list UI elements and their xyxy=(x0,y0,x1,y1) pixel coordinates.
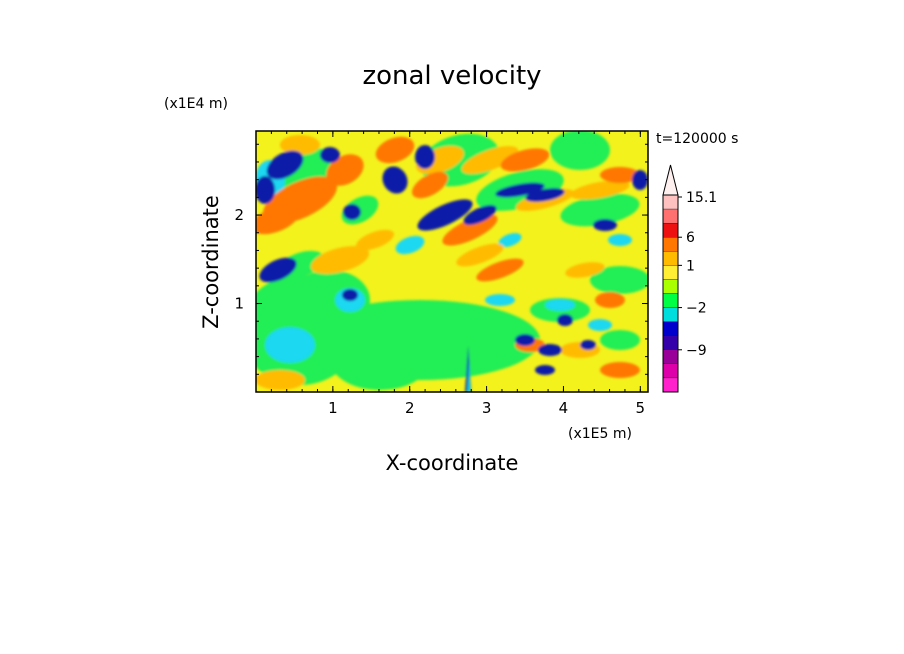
contour-region xyxy=(538,344,562,356)
contour-region xyxy=(632,170,648,190)
y-axis-label: Z-coordinate xyxy=(199,195,223,329)
colorbar-segment xyxy=(662,208,679,224)
contour-region xyxy=(580,340,596,350)
contour-region xyxy=(442,214,498,246)
colorbar-segment xyxy=(662,237,679,252)
colorbar-segment xyxy=(662,222,679,238)
contour-region xyxy=(330,330,430,390)
colorbar-segment xyxy=(662,293,679,308)
contour-region xyxy=(595,292,625,308)
y-tick-label: 1 xyxy=(234,295,244,313)
contour-region xyxy=(456,243,504,267)
x-tick-label: 5 xyxy=(636,399,646,417)
contour-region xyxy=(356,229,394,251)
contour-region xyxy=(375,136,415,164)
colorbar-segment xyxy=(662,251,679,266)
contour-region xyxy=(256,176,275,204)
contour-region xyxy=(545,299,575,311)
x-tick-label: 1 xyxy=(328,399,338,417)
contour-region xyxy=(415,145,435,169)
contour-region xyxy=(600,330,640,350)
colorbar-segment xyxy=(662,265,679,280)
contour-region xyxy=(256,205,299,235)
y-tick-label: 2 xyxy=(234,206,244,224)
contour-region xyxy=(565,262,605,278)
x-axis-label: X-coordinate xyxy=(386,451,519,475)
contour-region xyxy=(560,193,640,227)
contour-region xyxy=(382,166,408,194)
contour-region xyxy=(266,150,304,180)
contour-field xyxy=(256,131,648,392)
colorbar-label: −9 xyxy=(686,343,707,359)
contour-region xyxy=(600,362,640,378)
contour-region xyxy=(343,204,361,220)
contour-region xyxy=(256,370,305,390)
contour-region xyxy=(600,167,640,183)
colorbar-label: 1 xyxy=(686,258,695,274)
contour-region xyxy=(525,188,565,202)
contour-region xyxy=(550,131,610,170)
contour-region xyxy=(280,135,320,155)
time-label: t=120000 s xyxy=(656,131,738,147)
colorbar-segment xyxy=(662,321,679,336)
colorbar-label: 15.1 xyxy=(686,190,717,206)
contour-region xyxy=(461,146,519,174)
contour-region xyxy=(590,266,648,294)
contour-region xyxy=(265,327,315,363)
x-tick-label: 2 xyxy=(405,399,415,417)
colorbar-extension-arrow xyxy=(662,164,679,196)
contour-region xyxy=(498,233,522,247)
contour-region xyxy=(495,182,545,198)
contour-region xyxy=(593,219,617,231)
contour-region xyxy=(259,257,297,283)
contour-region xyxy=(557,314,573,326)
x-tick-label: 4 xyxy=(559,399,569,417)
plot-frame xyxy=(255,130,649,393)
contour-region xyxy=(467,360,471,392)
contour-region xyxy=(588,319,612,331)
contour-region xyxy=(342,289,358,301)
contour-region xyxy=(476,258,524,282)
colorbar-segment xyxy=(662,335,679,350)
colorbar-segment xyxy=(662,194,679,210)
colorbar-segment xyxy=(662,377,679,393)
x-tick-label: 3 xyxy=(482,399,492,417)
colorbar-segment xyxy=(662,279,679,294)
x-multiplier-label: (x1E5 m) xyxy=(568,426,632,442)
contour-region xyxy=(310,246,370,274)
contour-region xyxy=(535,365,555,375)
colorbar: 15.1 6 1 −2 −9 xyxy=(662,164,717,393)
colorbar-label: 6 xyxy=(686,230,695,246)
contour-region xyxy=(500,148,550,172)
contour-region xyxy=(485,294,515,306)
contour-region xyxy=(411,171,449,199)
y-multiplier-label: (x1E4 m) xyxy=(164,96,228,112)
contour-region xyxy=(417,199,473,231)
colorbar-frame xyxy=(662,194,679,393)
chart-title: zonal velocity xyxy=(362,61,541,91)
colorbar-segment xyxy=(662,307,679,322)
contour-region xyxy=(395,235,425,255)
colorbar-segment xyxy=(662,363,679,379)
contour-region xyxy=(608,234,632,246)
contour-region xyxy=(326,154,364,186)
contour-region xyxy=(570,180,630,200)
contour-region xyxy=(515,334,535,346)
colorbar-label: −2 xyxy=(686,301,707,317)
colorbar-segment xyxy=(662,349,679,365)
contour-region xyxy=(320,147,340,163)
contour-region xyxy=(463,205,497,225)
